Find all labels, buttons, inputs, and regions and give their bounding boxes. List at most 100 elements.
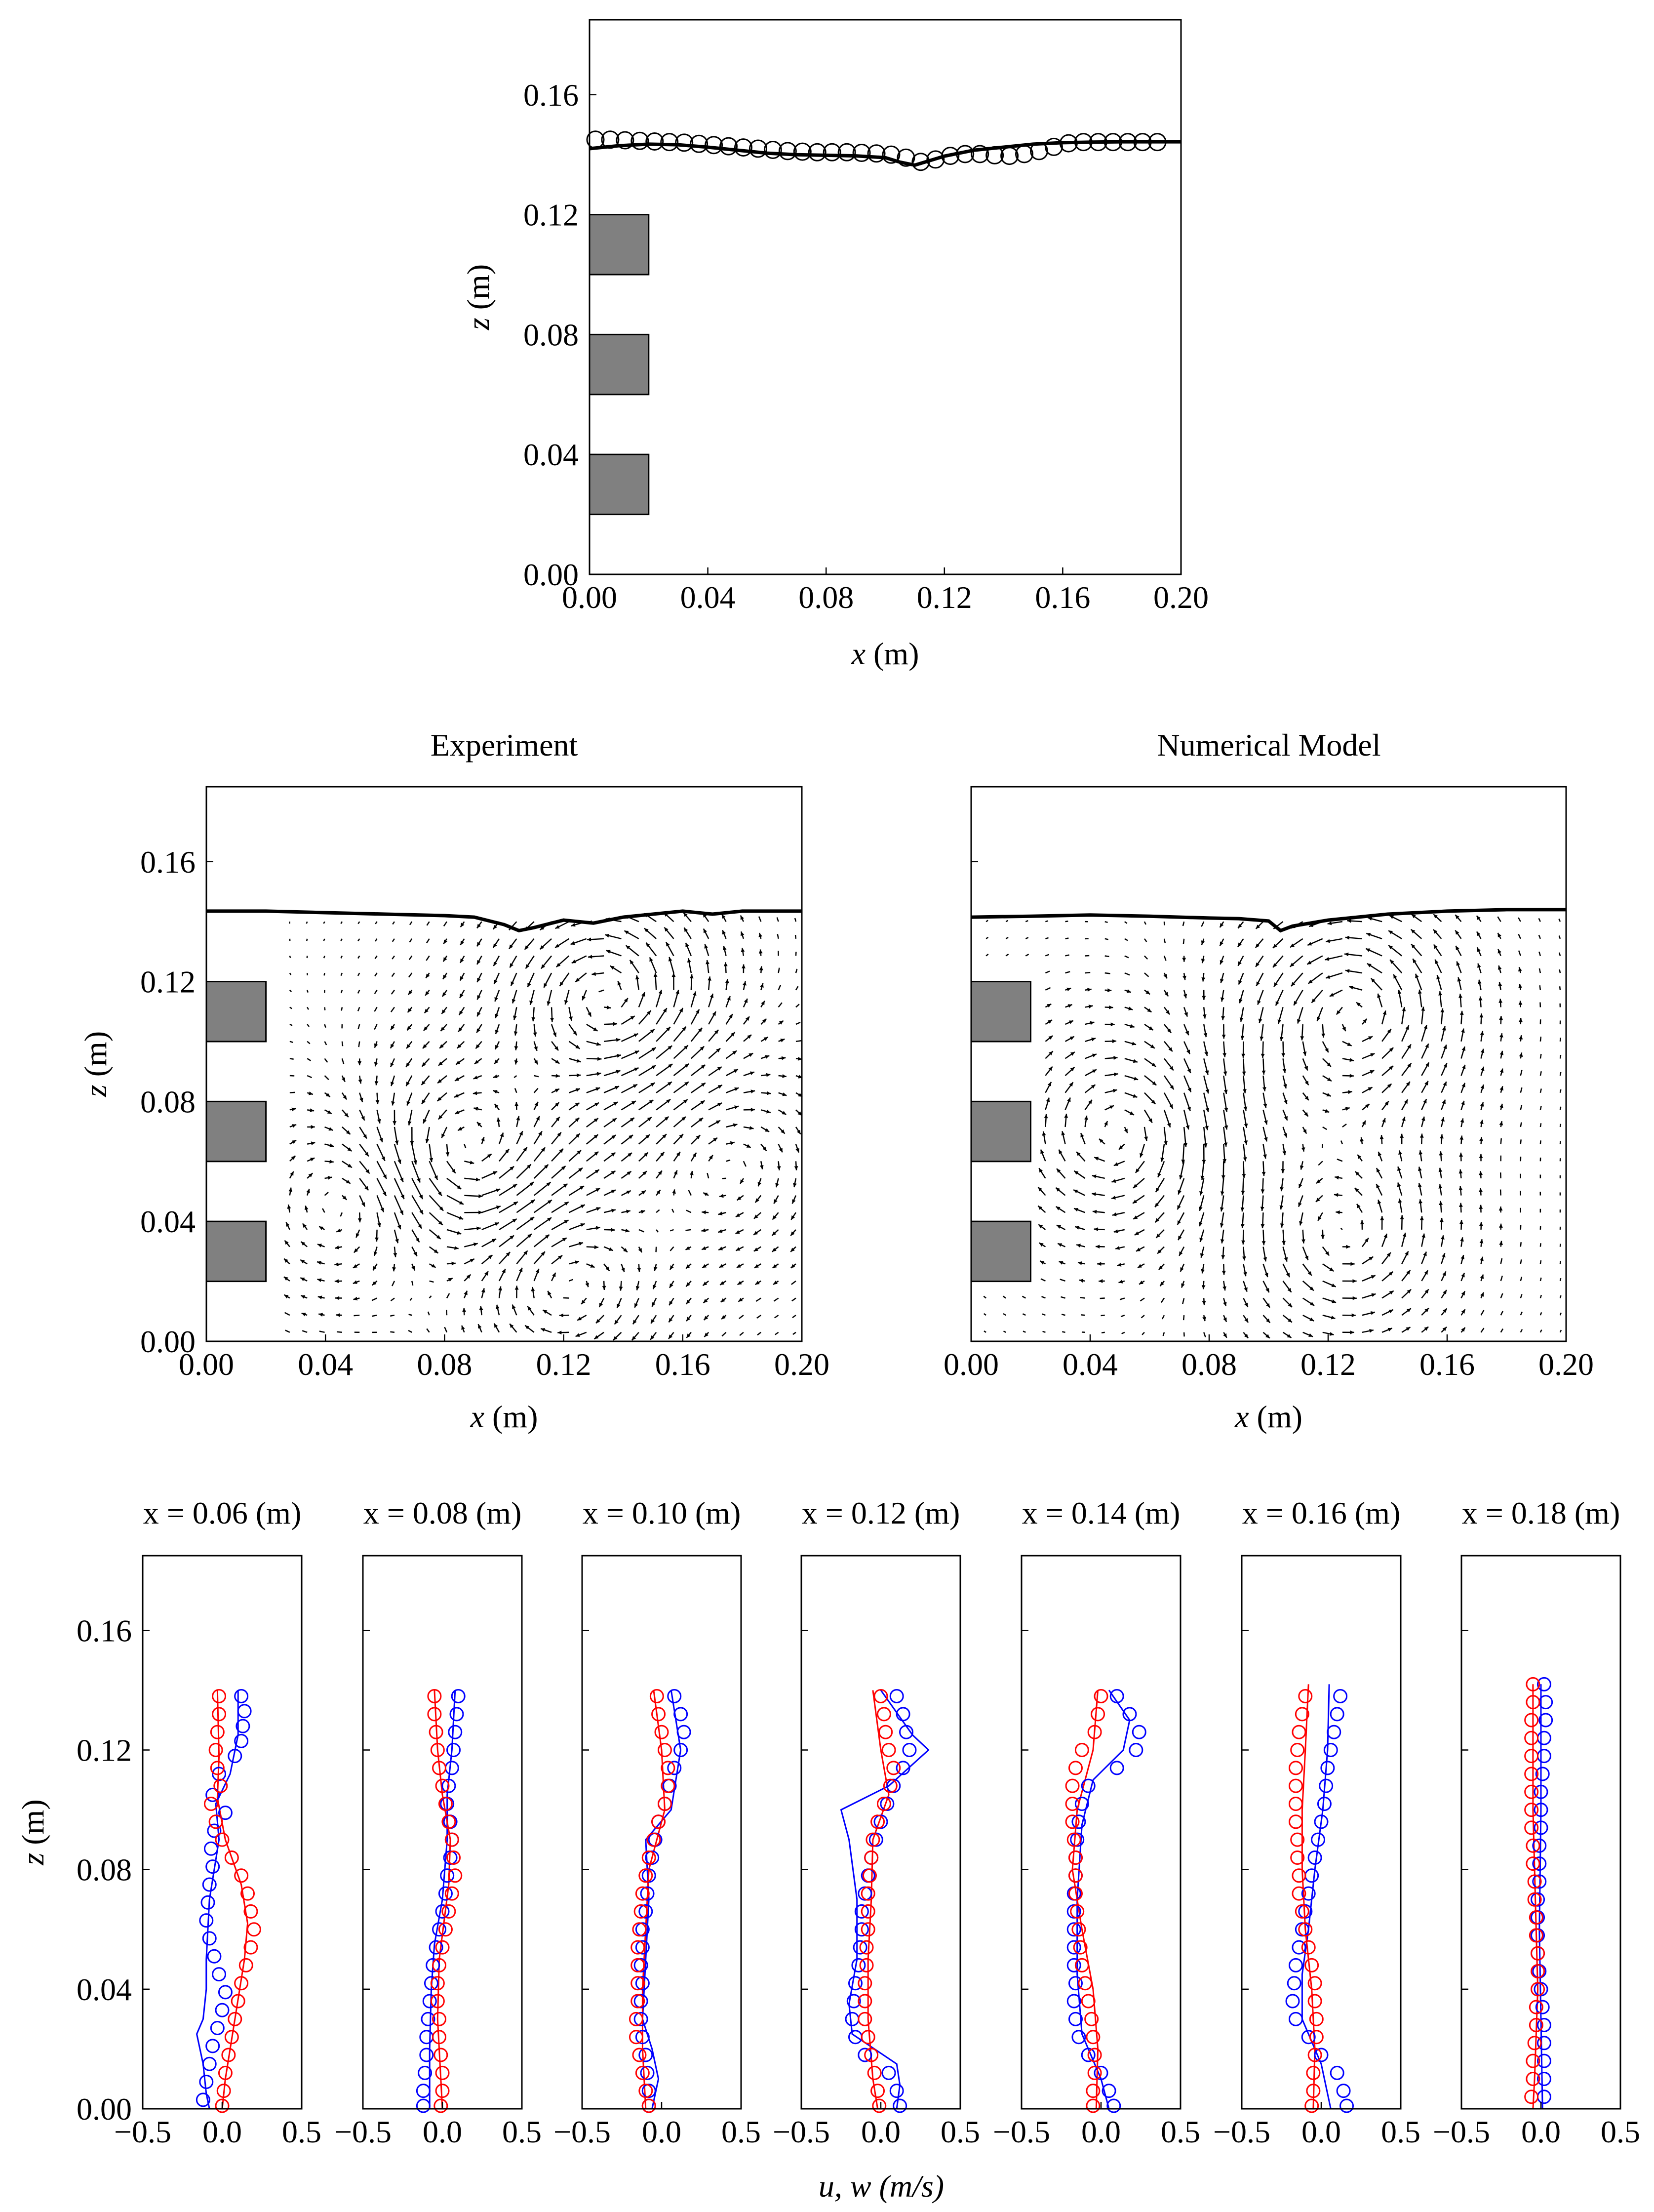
velocity-arrowhead bbox=[1280, 1223, 1284, 1228]
w-experiment-point bbox=[649, 1689, 664, 1704]
velocity-arrowhead bbox=[1433, 929, 1438, 934]
w-experiment-point bbox=[1307, 1976, 1322, 1991]
velocity-arrowhead bbox=[594, 1169, 599, 1174]
velocity-vector bbox=[669, 1229, 674, 1232]
velocity-arrowhead bbox=[336, 1313, 340, 1317]
velocity-arrowhead bbox=[541, 964, 546, 969]
u-experiment-point bbox=[1298, 1904, 1313, 1919]
velocity-arrowhead bbox=[593, 1134, 598, 1139]
x-tick-label: 0.12 bbox=[1300, 1347, 1356, 1382]
velocity-vector bbox=[1119, 1297, 1125, 1300]
velocity-arrowhead bbox=[611, 1135, 616, 1139]
velocity-arrowhead bbox=[554, 1088, 559, 1092]
velocity-vector bbox=[1538, 918, 1541, 922]
velocity-arrowhead bbox=[1240, 1207, 1245, 1212]
velocity-arrowhead bbox=[1476, 931, 1481, 936]
velocity-arrowhead bbox=[1243, 1106, 1248, 1111]
velocity-arrowhead bbox=[1360, 1220, 1364, 1224]
velocity-arrowhead bbox=[1389, 1047, 1394, 1052]
velocity-arrowhead bbox=[1040, 1261, 1045, 1265]
velocity-vector bbox=[354, 1314, 360, 1317]
velocity-arrowhead bbox=[411, 1266, 415, 1271]
u-experiment-point bbox=[236, 1719, 250, 1733]
structure-block bbox=[205, 1100, 267, 1163]
velocity-arrowhead bbox=[1133, 1094, 1138, 1098]
velocity-vector bbox=[757, 1331, 761, 1336]
velocity-arrowhead bbox=[556, 963, 561, 967]
velocity-arrowhead bbox=[1118, 1280, 1123, 1284]
velocity-vector bbox=[409, 921, 413, 925]
u-experiment-point bbox=[640, 2065, 655, 2080]
velocity-arrowhead bbox=[353, 1264, 358, 1268]
velocity-arrowhead bbox=[1220, 978, 1224, 983]
velocity-arrowhead bbox=[477, 924, 481, 928]
velocity-arrowhead bbox=[1441, 1235, 1445, 1240]
w-experiment-point bbox=[238, 1958, 253, 1972]
velocity-arrowhead bbox=[765, 1055, 770, 1059]
velocity-vector bbox=[686, 1209, 692, 1213]
velocity-arrowhead bbox=[664, 1116, 669, 1121]
velocity-arrowhead bbox=[736, 1247, 741, 1251]
velocity-arrowhead bbox=[438, 1115, 443, 1120]
w-experiment-point bbox=[427, 1689, 442, 1704]
velocity-arrowhead bbox=[1220, 1207, 1224, 1212]
velocity-arrowhead bbox=[630, 1118, 634, 1122]
velocity-arrowhead bbox=[284, 1294, 289, 1299]
velocity-vector bbox=[1140, 1297, 1145, 1302]
velocity-arrowhead bbox=[1480, 1292, 1484, 1297]
velocity-arrowhead bbox=[496, 1304, 500, 1309]
velocity-arrowhead bbox=[1097, 1262, 1102, 1266]
velocity-vector bbox=[1143, 921, 1146, 925]
velocity-arrowhead bbox=[292, 1124, 297, 1128]
velocity-arrowhead bbox=[1461, 1028, 1465, 1033]
profile-panel-5: x = 0.14 (m)−0.5 0.0 0.5 bbox=[993, 1495, 1200, 2149]
w-experiment-point bbox=[1081, 1994, 1096, 2009]
velocity-arrowhead bbox=[722, 914, 726, 919]
velocity-arrowhead bbox=[422, 1099, 426, 1104]
velocity-arrowhead bbox=[1187, 1068, 1191, 1073]
velocity-vector bbox=[341, 1058, 345, 1064]
velocity-arrowhead bbox=[718, 1247, 723, 1250]
velocity-arrowhead bbox=[460, 940, 464, 945]
w-experiment-point bbox=[1068, 1868, 1083, 1883]
w-experiment-point bbox=[427, 1707, 442, 1722]
velocity-arrowhead bbox=[650, 1083, 655, 1087]
velocity-vector bbox=[289, 1091, 295, 1093]
velocity-arrowhead bbox=[354, 1248, 358, 1253]
u-experiment-point bbox=[1536, 2017, 1551, 2032]
velocity-arrowhead bbox=[1223, 1301, 1227, 1306]
u-experiment-point bbox=[1132, 1725, 1146, 1739]
velocity-arrowhead bbox=[1202, 1014, 1207, 1019]
velocity-vector bbox=[429, 1295, 432, 1299]
velocity-vector bbox=[1520, 1294, 1523, 1298]
w-experiment-point bbox=[429, 1725, 443, 1739]
velocity-arrowhead bbox=[1388, 945, 1393, 950]
u-experiment-point bbox=[1319, 1778, 1334, 1793]
velocity-arrowhead bbox=[419, 1209, 423, 1214]
velocity-arrowhead bbox=[1048, 1066, 1053, 1071]
velocity-arrowhead bbox=[1075, 1226, 1080, 1230]
velocity-arrowhead bbox=[440, 1027, 445, 1031]
velocity-arrowhead bbox=[575, 1102, 580, 1107]
velocity-vector bbox=[1559, 1312, 1562, 1316]
velocity-arrowhead bbox=[580, 1223, 585, 1227]
velocity-arrowhead bbox=[772, 1264, 777, 1268]
velocity-arrowhead bbox=[1383, 1234, 1387, 1238]
velocity-arrowhead bbox=[311, 1141, 315, 1145]
velocity-vector bbox=[778, 985, 782, 991]
velocity-arrowhead bbox=[1132, 1042, 1137, 1046]
velocity-arrowhead bbox=[1223, 1333, 1227, 1338]
velocity-arrowhead bbox=[1201, 940, 1205, 945]
velocity-arrowhead bbox=[1442, 1099, 1446, 1104]
u-experiment-point bbox=[667, 1761, 682, 1775]
u-experiment-point bbox=[1066, 1904, 1081, 1919]
velocity-arrowhead bbox=[304, 1206, 309, 1210]
w-experiment-point bbox=[435, 1940, 450, 1955]
u-experiment-point bbox=[1330, 2065, 1344, 2080]
u-experiment-point bbox=[1330, 1707, 1344, 1722]
velocity-arrowhead bbox=[527, 1164, 531, 1169]
velocity-arrowhead bbox=[1152, 1081, 1157, 1086]
velocity-arrowhead bbox=[569, 1016, 573, 1021]
velocity-arrowhead bbox=[700, 1100, 705, 1105]
velocity-arrowhead bbox=[580, 1205, 585, 1208]
